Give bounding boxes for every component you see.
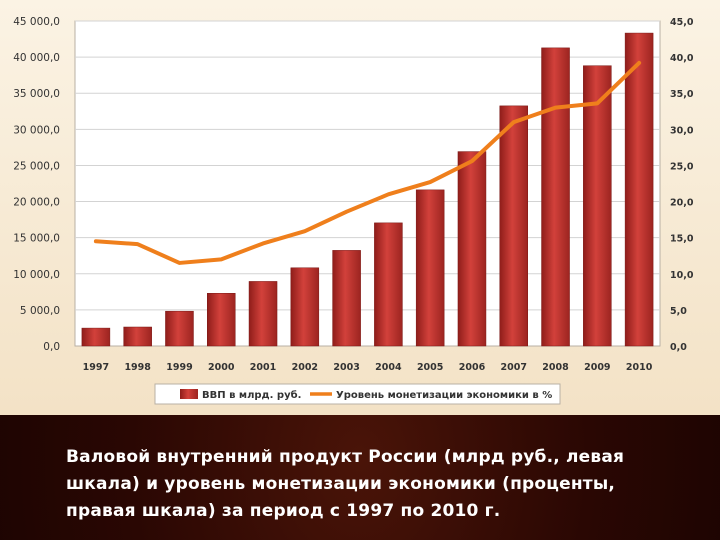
combo-chart: 0,0 5 000,0 10 000,0 15 000,0 20 000,0 25 000…	[0, 0, 720, 415]
bar	[624, 32, 654, 347]
left-tick-label: 20 000,0	[13, 197, 60, 209]
right-tick-label: 20,0	[670, 198, 694, 209]
left-tick-label: 10 000,0	[13, 269, 60, 281]
bar	[541, 47, 570, 347]
line-series	[93, 60, 642, 265]
legend: ВВП в млрд. руб. Уровень монетизации эко…	[154, 383, 561, 405]
bar	[81, 327, 111, 347]
right-tick-label: 35,0	[670, 89, 694, 100]
right-tick-label: 15,0	[670, 234, 694, 245]
right-tick-label: 45,0	[670, 17, 694, 28]
bar	[332, 250, 361, 347]
right-tick-label: 10,0	[670, 270, 694, 281]
bar	[290, 267, 320, 347]
x-tick-label: 2006	[459, 362, 486, 373]
legend-bar-swatch	[180, 389, 198, 399]
right-tick-label: 30,0	[670, 125, 694, 136]
plot-area	[74, 20, 661, 347]
right-tick-label: 5,0	[670, 306, 687, 317]
right-tick-label: 25,0	[670, 161, 694, 172]
x-tick-label: 2000	[208, 362, 235, 373]
x-tick-label: 1997	[83, 362, 109, 373]
x-tick-label: 1998	[124, 362, 151, 373]
legend-bar-label: ВВП в млрд. руб.	[202, 389, 301, 401]
x-tick-label: 1999	[166, 362, 192, 373]
left-tick-label: 0,0	[43, 341, 60, 353]
x-tick-label: 2004	[375, 362, 402, 373]
caption-text: Валовой внутренний продукт России (млрд …	[66, 447, 625, 521]
legend-box	[154, 383, 561, 405]
right-tick-label: 40,0	[670, 53, 694, 64]
x-tick-label: 2001	[250, 362, 276, 373]
left-tick-label: 25 000,0	[13, 160, 60, 172]
x-tick-label: 2002	[292, 362, 318, 373]
left-tick-label: 30 000,0	[13, 124, 60, 136]
legend-line-label: Уровень монетизации экономики в %	[336, 390, 552, 401]
bar	[248, 281, 278, 347]
bar	[207, 293, 236, 347]
bar	[165, 310, 194, 347]
right-axis-ticks: 0,0 5,0 10,0 15,0 20,0 25,0 30,0 35,0 40,0 45,0	[670, 17, 694, 353]
left-tick-label: 15 000,0	[13, 233, 60, 245]
bar	[499, 105, 528, 347]
bar	[123, 326, 152, 347]
x-axis-ticks: 1997 1998 1999 2000 2001 2002 2003 2004 2005 2006…	[83, 362, 653, 373]
bar	[415, 189, 445, 347]
left-tick-label: 35 000,0	[13, 88, 60, 100]
chart-panel: 0,0 5 000,0 10 000,0 15 000,0 20 000,0 25 000…	[0, 0, 720, 415]
bar	[457, 151, 487, 347]
line-series-path	[93, 60, 642, 265]
x-tick-label: 2007	[501, 362, 527, 373]
left-tick-label: 5 000,0	[20, 305, 60, 317]
x-tick-label: 2008	[542, 362, 569, 373]
x-tick-label: 2003	[333, 362, 359, 373]
right-tick-label: 0,0	[670, 342, 687, 353]
x-tick-label: 2010	[626, 362, 653, 373]
bar	[374, 222, 403, 347]
x-tick-label: 2009	[584, 362, 610, 373]
left-axis-ticks: 0,0 5 000,0 10 000,0 15 000,0 20 000,0 25 000…	[13, 16, 60, 353]
x-tick-label: 2005	[417, 362, 443, 373]
bar	[583, 65, 612, 347]
bar-series	[81, 32, 654, 347]
left-tick-label: 40 000,0	[13, 52, 60, 64]
left-tick-label: 45 000,0	[13, 16, 60, 28]
